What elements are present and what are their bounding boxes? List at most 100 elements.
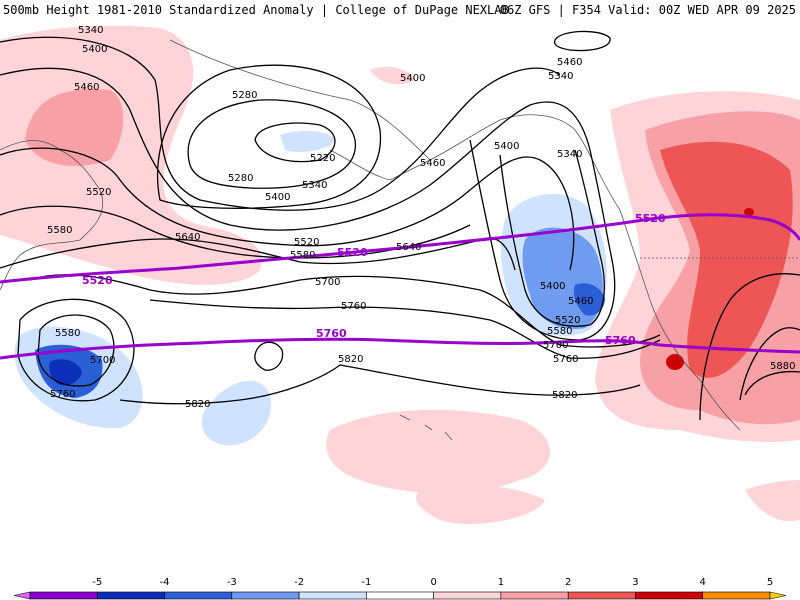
coastlines — [0, 39, 800, 441]
contour-5400-a — [0, 36, 561, 211]
contour-label: 5400 — [400, 73, 425, 84]
contour-label: 5760 — [50, 389, 75, 400]
negative-anomaly-west-pac-core — [49, 359, 82, 386]
reference-contour-5760 — [0, 337, 800, 360]
contour-5820-a — [119, 364, 641, 405]
legend-swatch — [298, 591, 367, 600]
contour-5880-loop — [744, 370, 800, 396]
color-legend: -5 -4 -3 -2 -1 0 1 2 3 4 5 — [13, 577, 787, 600]
contour-label: 5340 — [557, 149, 582, 160]
header-bar: 500mb Height 1981-2010 Standardized Anom… — [0, 0, 800, 20]
contour-label: 5520 — [294, 237, 319, 248]
contour-west-na-ridge-2 — [739, 327, 800, 401]
contour-label: 5340 — [302, 180, 327, 191]
contour-label: 5880 — [770, 361, 795, 372]
contour-label: 5280 — [232, 90, 257, 101]
coastline-west-na — [619, 209, 741, 431]
coastline-alaska — [169, 39, 621, 211]
contour-label: 5220 — [310, 153, 335, 164]
contour-label: 5400 — [265, 192, 290, 203]
contour-label: 5820 — [338, 354, 363, 365]
contour-label: 5700 — [315, 277, 340, 288]
height-contours — [0, 30, 800, 421]
legend-ticks: -5 -4 -3 -2 -1 0 1 2 3 4 5 — [92, 577, 773, 588]
contour-label: 5460 — [420, 158, 445, 169]
reference-contour-5520 — [0, 213, 800, 284]
positive-anomaly-nw-core — [25, 89, 124, 166]
legend-tick-label: 1 — [498, 577, 504, 588]
contour-label: 5640 — [396, 242, 421, 253]
legend-tick-label: -1 — [361, 577, 371, 588]
reference-label: 5520 — [337, 246, 368, 259]
contour-label: 5820 — [552, 390, 577, 401]
contour-label: 5400 — [494, 141, 519, 152]
reference-labels: 5520 5520 5760 5760 5520 5760 — [82, 212, 666, 347]
legend-swatch — [231, 591, 300, 600]
negative-anomaly-gulf-core — [573, 283, 605, 316]
legend-bar — [13, 591, 787, 600]
contour-label: 5400 — [540, 281, 565, 292]
positive-anomaly-max-2 — [744, 208, 754, 216]
legend-tick-label: -3 — [227, 577, 237, 588]
contour-west-na-ridge — [699, 273, 800, 421]
anomaly-shading — [0, 25, 800, 524]
positive-anomaly-west-na-core — [660, 141, 793, 378]
contour-label: 5760 — [341, 301, 366, 312]
contour-5700-a — [29, 274, 661, 348]
contour-label: 5460 — [557, 57, 582, 68]
contour-label: 5700 — [90, 355, 115, 366]
contour-west-low — [37, 314, 115, 387]
contour-5280-aleutian-low — [187, 99, 356, 189]
legend-tick-label: 2 — [565, 577, 571, 588]
positive-anomaly-se — [745, 480, 800, 522]
contour-label: 5400 — [82, 44, 107, 55]
legend-swatch — [13, 591, 31, 600]
contour-5340-north — [156, 64, 382, 209]
legend-tick-label: 0 — [430, 577, 436, 588]
contour-label: 5640 — [175, 232, 200, 243]
contour-gulf-trough-2 — [499, 149, 605, 327]
legend-swatch — [567, 591, 636, 600]
contour-labels: 5340 5400 5460 5520 5580 5640 5280 5220 … — [47, 25, 795, 410]
contour-5760-a — [149, 299, 661, 359]
legend-tick-label: -2 — [294, 577, 304, 588]
contour-label: 5340 — [78, 25, 103, 36]
contour-5520-a — [0, 147, 575, 271]
model-run-info: 06Z GFS | F354 Valid: 00Z WED APR 09 202… — [499, 3, 796, 17]
legend-tick-label: -4 — [160, 577, 170, 588]
contour-label: 5460 — [568, 296, 593, 307]
negative-anomaly-central-pac — [201, 380, 271, 446]
contour-west-low-2 — [17, 298, 135, 402]
positive-anomaly-max-1 — [666, 354, 684, 370]
legend-swatch — [635, 591, 704, 600]
contour-label: 5760 — [553, 354, 578, 365]
coastline-aleutians — [329, 149, 431, 181]
legend-tick-label: -5 — [92, 577, 102, 588]
legend-swatch — [500, 591, 569, 600]
contour-label: 5340 — [548, 71, 573, 82]
positive-anomaly-bering — [370, 66, 415, 85]
reference-label: 5520 — [635, 212, 666, 225]
contour-label: 5580 — [47, 225, 72, 236]
legend-swatch — [96, 591, 165, 600]
legend-tick-label: 3 — [632, 577, 638, 588]
positive-anomaly-nw — [0, 25, 262, 285]
reference-label: 5760 — [605, 334, 636, 347]
contour-label: 5580 — [290, 250, 315, 261]
contour-label: 5580 — [547, 326, 572, 337]
legend-tick-label: 4 — [700, 577, 706, 588]
map-title: 500mb Height 1981-2010 Standardized Anom… — [3, 3, 509, 17]
legend-swatch — [164, 591, 233, 600]
contour-label: 5280 — [228, 173, 253, 184]
contour-label: 5460 — [74, 82, 99, 93]
positive-anomaly-hawaii — [326, 409, 550, 494]
legend-swatch — [702, 591, 771, 600]
anomaly-map: 5340 5400 5460 5520 5580 5640 5280 5220 … — [0, 25, 800, 524]
contour-small-ring — [254, 341, 284, 371]
legend-swatch — [29, 591, 98, 600]
contour-5220 — [254, 122, 336, 163]
reference-label: 5520 — [82, 274, 113, 287]
reference-contours — [0, 213, 800, 360]
legend-swatch — [769, 591, 787, 600]
contour-label: 5520 — [86, 187, 111, 198]
